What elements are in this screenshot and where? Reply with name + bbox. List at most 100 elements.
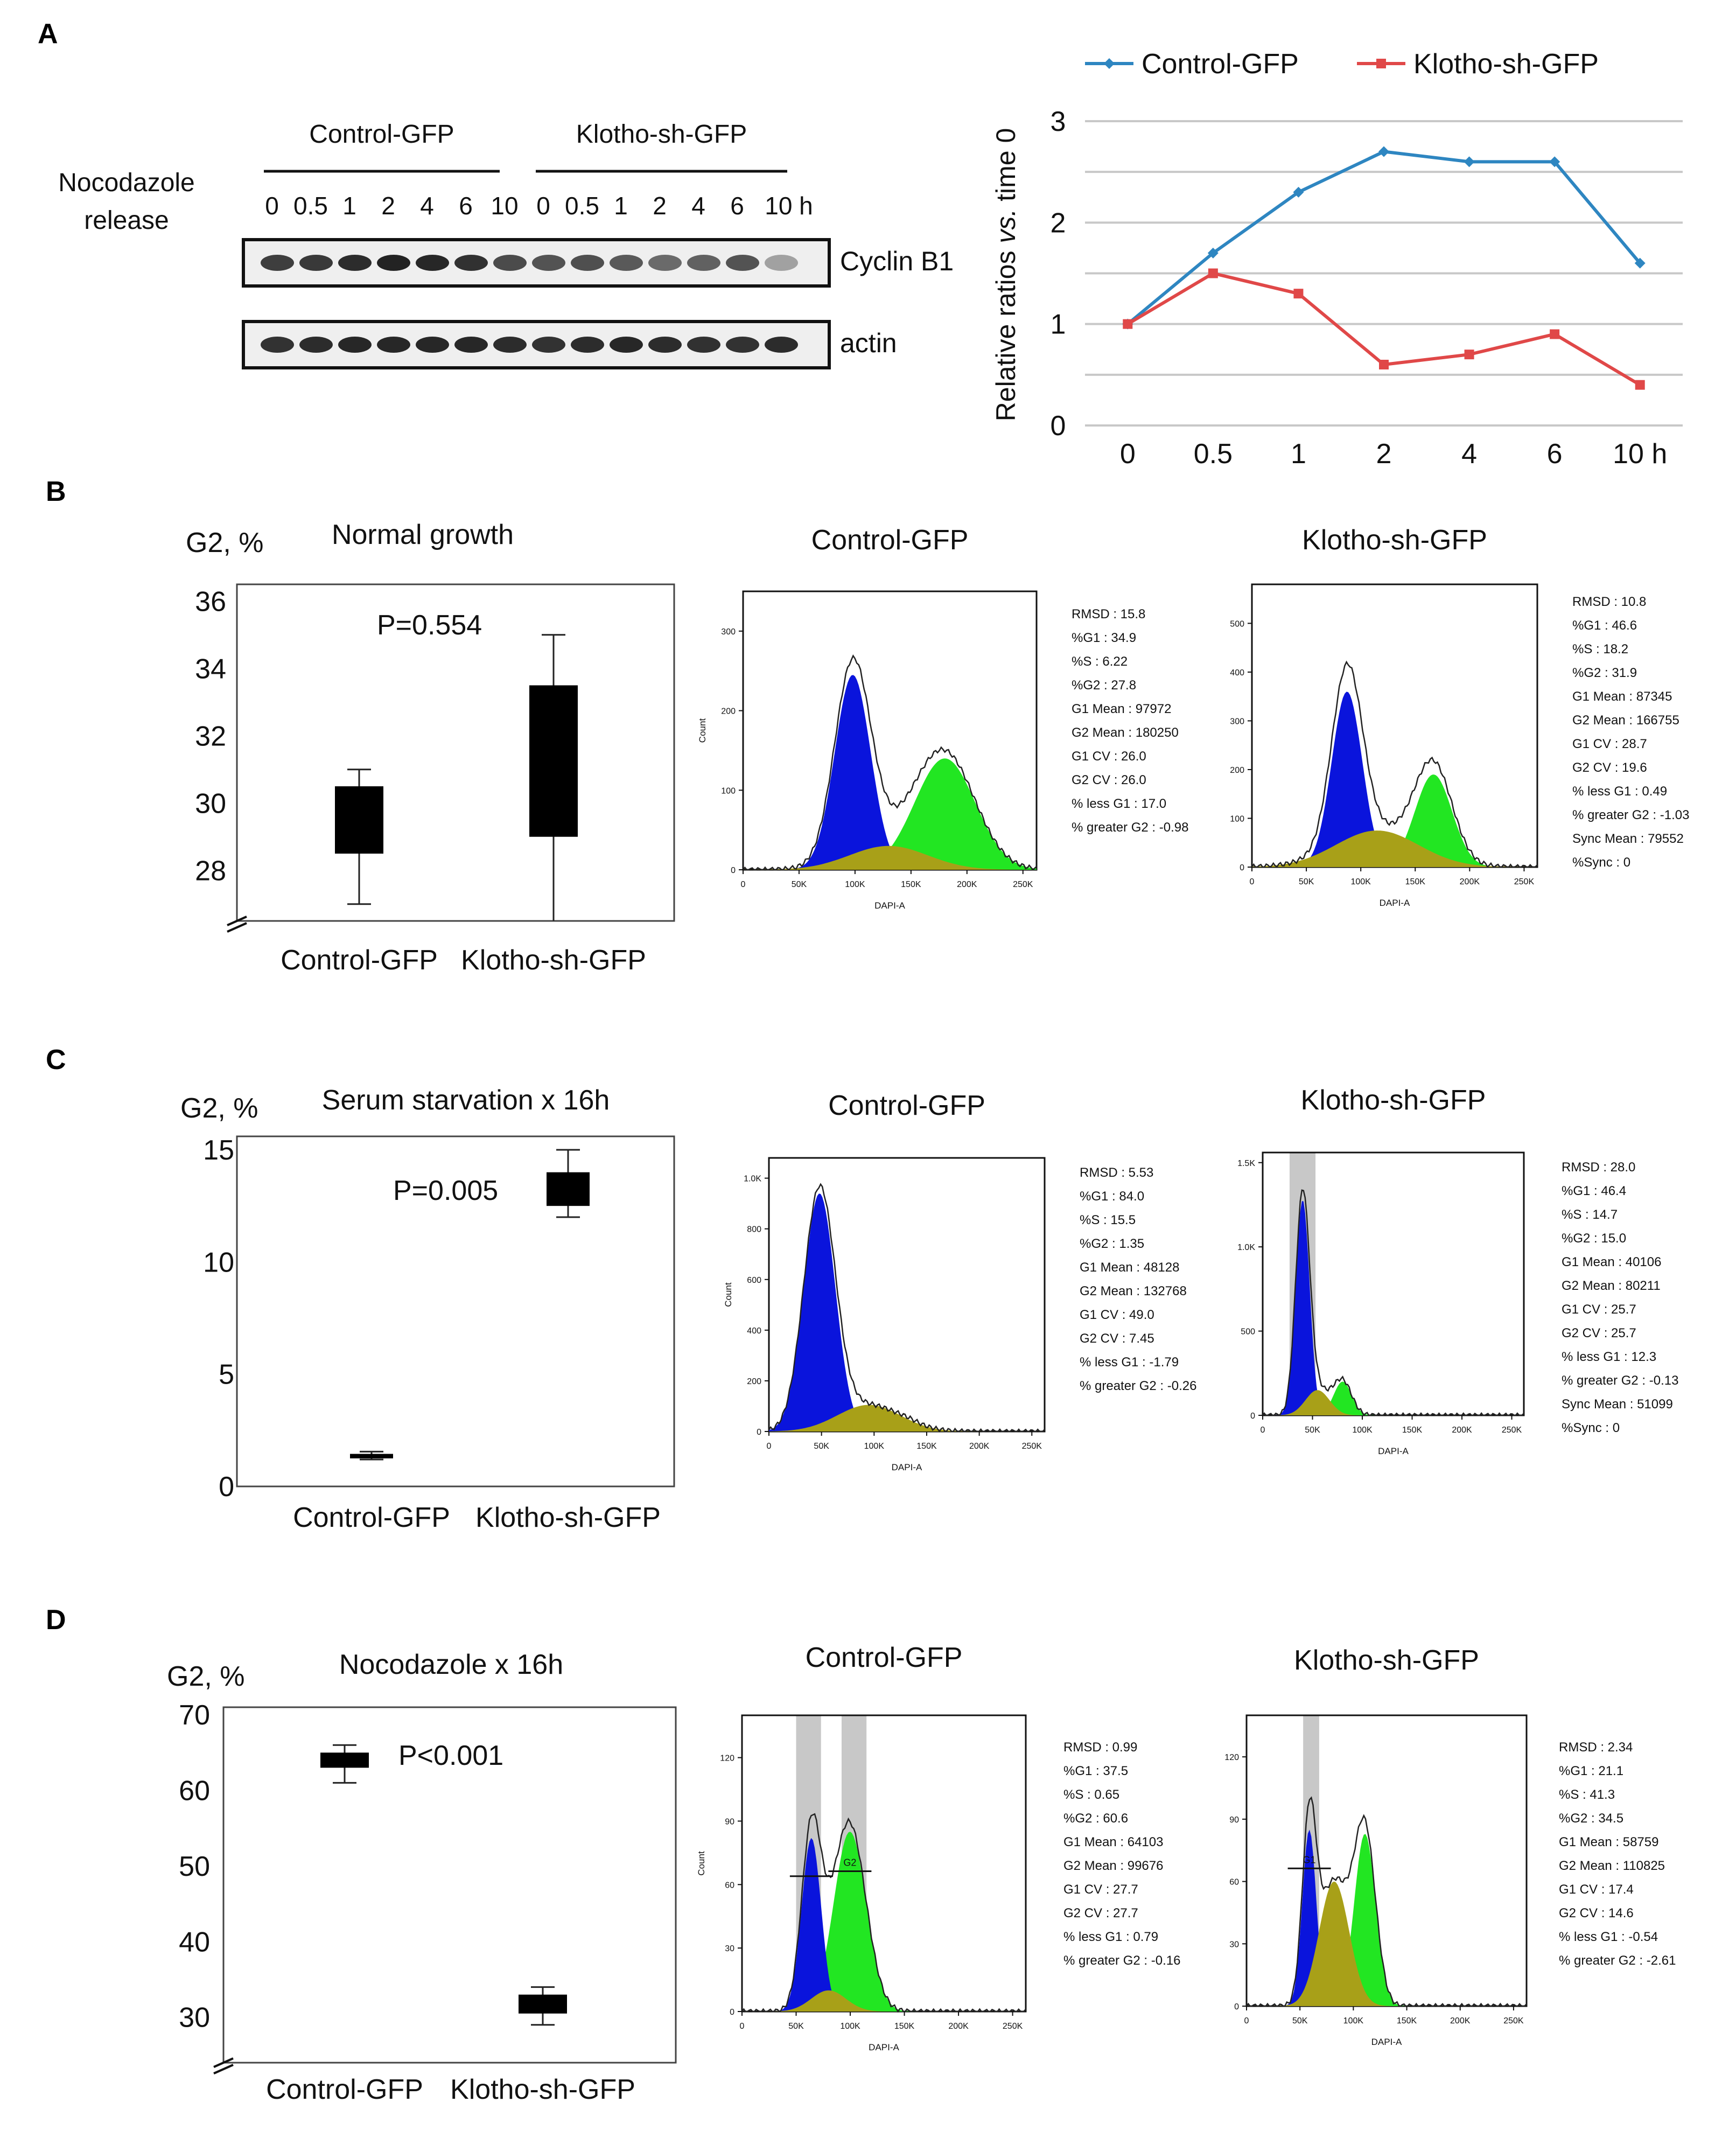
blot-band [338, 337, 372, 353]
stat-line: %G2 : 27.8 [1072, 678, 1136, 693]
data-point [1464, 156, 1475, 167]
y-tick-label: 100 [721, 786, 736, 795]
blot-band [687, 255, 720, 271]
x-tick-label: 50K [814, 1442, 829, 1451]
blot-band [571, 255, 604, 271]
stat-line: %S : 18.2 [1572, 642, 1628, 657]
x-tick-label: 0 [740, 2022, 745, 2031]
y-tick-label: 200 [1230, 766, 1244, 775]
box-plot-nocodazole: Nocodazole x 16h G2, % 30 40 50 60 70 P<0.001 Co… [167, 1649, 677, 2105]
gate-label: G2 [843, 1857, 856, 1868]
legend-label: Klotho-sh-GFP [1413, 48, 1599, 80]
blot-band [532, 337, 565, 353]
y-tick-label: 120 [720, 1754, 734, 1763]
s-phase-band [1263, 1390, 1524, 1415]
y-tick-label: 1 [1051, 309, 1066, 340]
y-tick-label: 1.5K [1237, 1159, 1255, 1168]
stat-line: Sync Mean : 51099 [1562, 1397, 1673, 1412]
stat-line: G1 CV : 26.0 [1072, 749, 1146, 764]
y-tick-label: 5 [219, 1359, 234, 1391]
blot-band [493, 337, 527, 353]
histogram-outline [1251, 660, 1538, 868]
data-point [1634, 257, 1646, 269]
stat-line: % greater G2 : -0.13 [1562, 1373, 1678, 1388]
x-tick-label: 250K [1022, 1442, 1042, 1451]
y-tick-label: 2 [1051, 207, 1066, 239]
blot-time-label: 2 [381, 192, 395, 220]
histogram-title: Klotho-sh-GFP [1294, 1645, 1479, 1676]
histogram-outline [1246, 1796, 1527, 2007]
histogram-c-control: Control-GFP 0 50K 100K 150K 200K 250K 0 200 400 60… [723, 1090, 1196, 1472]
stat-line: %G1 : 37.5 [1063, 1764, 1128, 1778]
category-label: Klotho-sh-GFP [475, 1502, 661, 1533]
y-axis-label: Count [723, 1282, 733, 1307]
y-tick-label: 90 [1229, 1815, 1239, 1825]
stat-line: G1 Mean : 48128 [1080, 1260, 1179, 1275]
g2-peak [1247, 1834, 1527, 2006]
stat-line: %Sync : 0 [1562, 1421, 1620, 1435]
box [350, 1454, 393, 1458]
category-label: Control-GFP [266, 2074, 423, 2105]
g1-peak [742, 1838, 1026, 2012]
blot-time-label: 0 [265, 192, 279, 220]
box [547, 1172, 590, 1206]
y-tick-label: 60 [179, 1775, 210, 1806]
x-tick-label: 6 [1547, 438, 1563, 470]
x-tick-label: 0.5 [1194, 438, 1233, 470]
x-tick-label: 200K [957, 880, 977, 889]
blot-band [416, 337, 449, 353]
stat-line: G2 Mean : 110825 [1559, 1859, 1665, 1873]
box-plot-title: Nocodazole x 16h [339, 1649, 563, 1680]
y-tick-label: 600 [747, 1276, 761, 1285]
x-tick-label: 0 [1120, 438, 1136, 470]
panel-label-c: C [46, 1044, 66, 1076]
blot-row-title-line1: Nocodazole [58, 169, 195, 197]
stat-line: % greater G2 : -1.03 [1572, 808, 1689, 822]
blot-band [454, 255, 488, 271]
stat-line: RMSD : 28.0 [1562, 1160, 1635, 1175]
x-tick-label: 250K [1502, 1426, 1522, 1435]
stat-line: % less G1 : -0.54 [1559, 1930, 1658, 1944]
stat-line: %G1 : 84.0 [1080, 1189, 1144, 1204]
histogram-c-klotho: Klotho-sh-GFP 0 50K 100K 150K 200K 250K 0 500 1.0… [1237, 1085, 1678, 1456]
blot-time-label: 10 h [765, 192, 813, 220]
x-axis-label: DAPI-A [869, 2042, 899, 2052]
x-axis-label: DAPI-A [892, 1462, 922, 1472]
histogram-title: Control-GFP [811, 525, 969, 556]
x-tick-label: 250K [1013, 880, 1033, 889]
y-tick-label: 400 [747, 1326, 761, 1336]
y-tick-label: 0 [730, 2008, 734, 2017]
y-tick-label: 28 [195, 855, 226, 886]
x-axis-label: DAPI-A [874, 900, 905, 911]
histogram-outline [741, 1813, 1026, 2013]
y-tick-label: 200 [747, 1377, 761, 1386]
y-tick-label: 50 [179, 1851, 210, 1882]
category-label: Klotho-sh-GFP [461, 945, 646, 976]
box [335, 786, 383, 854]
y-tick-label: 0 [1240, 863, 1244, 872]
y-tick-label: 800 [747, 1225, 761, 1234]
y-tick-label: 0 [1051, 410, 1066, 442]
blot-band [571, 337, 604, 353]
x-tick-label: 150K [1397, 2016, 1417, 2026]
legend-label: Control-GFP [1142, 48, 1299, 80]
x-tick-label: 100K [864, 1442, 885, 1451]
blot-time-label: 4 [691, 192, 705, 220]
stat-line: % less G1 : -1.79 [1080, 1355, 1179, 1370]
stat-line: G2 CV : 14.6 [1559, 1906, 1634, 1921]
stat-line: %S : 6.22 [1072, 654, 1128, 669]
y-tick-label: 3 [1051, 106, 1066, 137]
stat-line: G1 CV : 28.7 [1572, 737, 1647, 751]
blot-band [493, 255, 527, 271]
y-tick-label: 0 [731, 866, 736, 875]
s-phase-band [743, 846, 1037, 870]
histogram-b-control: Control-GFP 0 50K 100K 150K 200K 250K 0 100 200 30… [697, 525, 1188, 911]
histogram-d-klotho: Klotho-sh-GFP 0 50K 100K 150K 200K 250K 0 30 60 90… [1224, 1645, 1676, 2047]
stat-line: RMSD : 10.8 [1572, 595, 1646, 609]
g1-peak [1263, 1201, 1524, 1415]
box [320, 1752, 369, 1768]
stat-line: %S : 41.3 [1559, 1787, 1615, 1802]
legend-marker [1376, 59, 1386, 68]
stat-line: G1 Mean : 87345 [1572, 689, 1672, 704]
x-tick-label: 10 h [1613, 438, 1667, 470]
